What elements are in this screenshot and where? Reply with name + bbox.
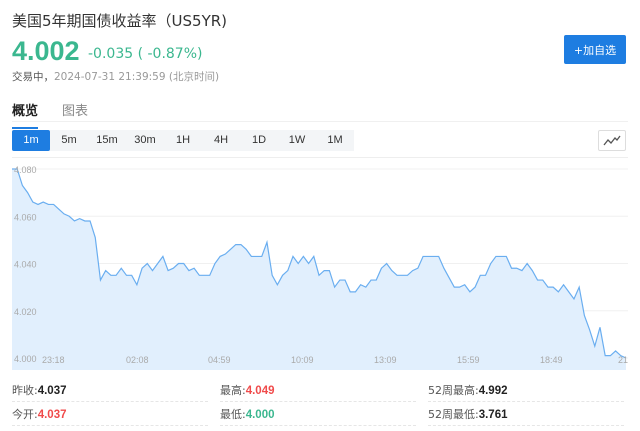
area-fill: [12, 169, 626, 370]
trading-status: 交易中，2024-07-31 21:39:59 (北京时间): [12, 69, 219, 84]
x-tick-label: 13:09: [374, 355, 397, 365]
y-tick-label: 4.040: [14, 260, 37, 270]
line-chart-icon: [603, 135, 621, 145]
price-change: -0.035 ( -0.87%): [88, 46, 203, 62]
x-tick-label: 21:3: [618, 355, 628, 365]
stat-value: 3.761: [478, 409, 508, 421]
y-tick-label: 4.020: [14, 307, 37, 317]
stat-item: 今开:4.037: [12, 402, 208, 426]
stat-label: 52周最高:: [428, 384, 479, 397]
status-text: 交易中，: [12, 71, 54, 83]
stats-row: 今开:4.037 最低:4.000 52周最低:3.761: [12, 402, 628, 426]
x-tick-label: 18:49: [540, 355, 563, 365]
stat-label: 52周最低:: [428, 408, 479, 421]
stat-value: 4.037: [37, 409, 67, 421]
x-tick-label: 02:08: [126, 355, 149, 365]
stat-label: 最低:: [220, 408, 246, 421]
stats-row: 昨收:4.037 最高:4.049 52周最高:4.992: [12, 378, 628, 402]
x-tick-label: 23:18: [42, 355, 65, 365]
tab-overview[interactable]: 概览: [12, 100, 39, 129]
y-tick-label: 4.060: [14, 212, 37, 222]
timeframe-30m[interactable]: 30m: [134, 134, 156, 146]
stat-value: 4.000: [245, 409, 275, 421]
stat-item: 52周最低:3.761: [428, 402, 624, 426]
x-tick-label: 10:09: [291, 355, 314, 365]
stat-item: 最高:4.049: [220, 378, 416, 402]
y-tick-label: 4.000: [14, 354, 37, 364]
price-chart[interactable]: 4.080 4.060 4.040 4.020 4.000 23:18 02:08 04:59…: [12, 163, 628, 370]
stat-label: 最高:: [220, 384, 246, 397]
x-tick-label: 15:59: [457, 355, 480, 365]
divider: [12, 157, 628, 158]
stat-item: 昨收:4.037: [12, 378, 208, 402]
stat-item: 52周最高:4.992: [428, 378, 624, 402]
stat-label: 今开:: [12, 408, 38, 421]
stat-value: 4.037: [37, 385, 67, 397]
timeframe-15m[interactable]: 15m: [96, 134, 118, 146]
stat-value: 4.992: [478, 385, 508, 397]
timeframe-1w[interactable]: 1W: [288, 134, 306, 146]
timestamp: 2024-07-31 21:39:59 (北京时间): [54, 71, 220, 83]
timeframe-1m[interactable]: 1m: [12, 130, 50, 151]
divider: [12, 121, 628, 122]
x-tick-label: 04:59: [208, 355, 231, 365]
tab-chart[interactable]: 图表: [62, 104, 89, 119]
add-watchlist-button[interactable]: +加自选: [564, 35, 626, 64]
timeframe-1d[interactable]: 1D: [251, 134, 267, 146]
timeframe-1m[interactable]: 1M: [327, 134, 343, 146]
timeframe-selector: 1m 5m 15m 30m 1H 4H 1D 1W 1M: [12, 130, 354, 151]
page-title: 美国5年期国债收益率（US5YR): [12, 12, 228, 30]
stat-value: 4.049: [245, 385, 275, 397]
timeframe-1h[interactable]: 1H: [175, 134, 191, 146]
timeframe-5m[interactable]: 5m: [61, 134, 77, 146]
timeframe-4h[interactable]: 4H: [213, 134, 229, 146]
price-line: [12, 168, 627, 359]
stat-label: 昨收:: [12, 384, 38, 397]
stat-item: 最低:4.000: [220, 402, 416, 426]
y-tick-label: 4.080: [14, 165, 37, 175]
current-price: 4.002: [12, 36, 80, 66]
chart-type-button[interactable]: [598, 130, 626, 151]
